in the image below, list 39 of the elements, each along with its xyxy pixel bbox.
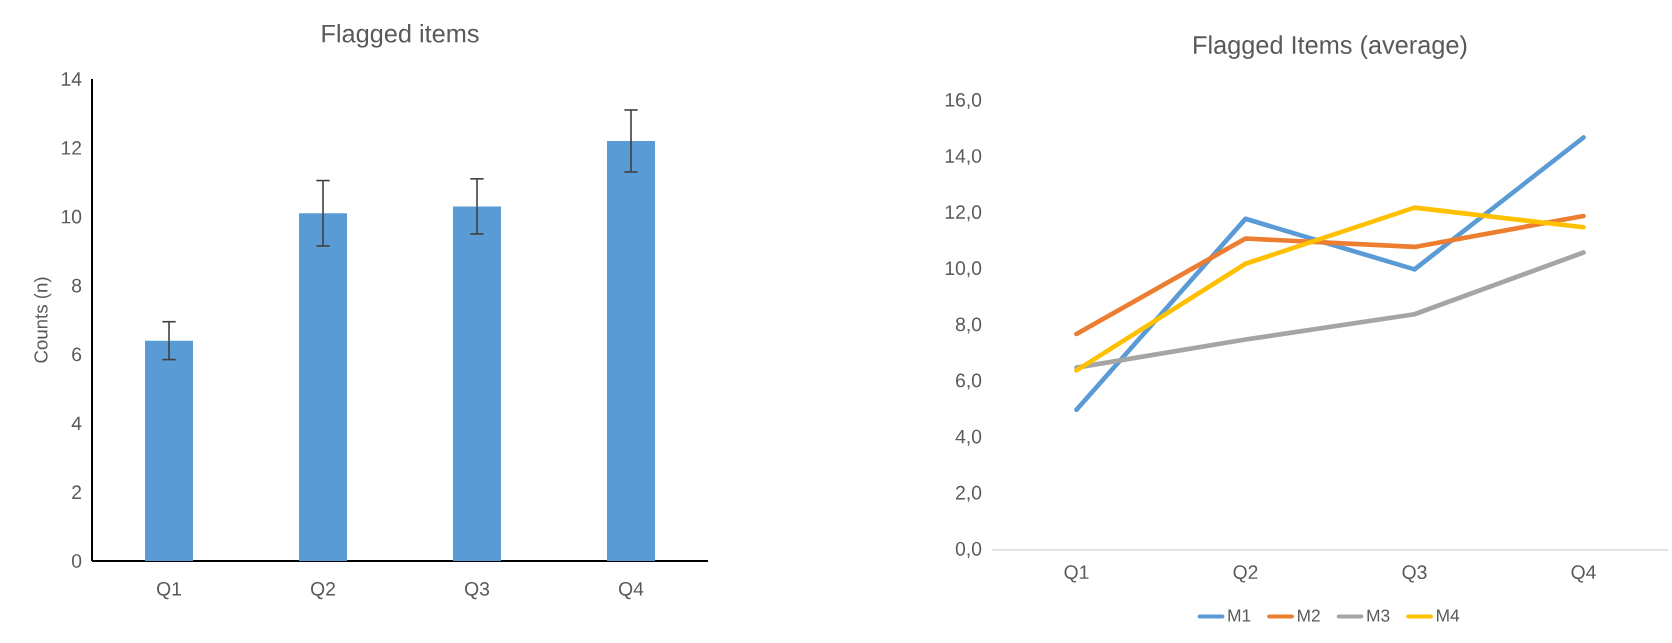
y-tick-label: 0,0 [955, 541, 982, 558]
x-tick-label: Q4 [619, 582, 644, 600]
x-tick-label: Q2 [1233, 565, 1258, 583]
x-tick-label: Q3 [465, 582, 490, 600]
bar [299, 213, 348, 561]
y-tick-label: 10,0 [945, 261, 982, 278]
line-series [1074, 205, 1586, 373]
x-tick-label: Q2 [311, 582, 335, 600]
y-tick-label: 12,0 [945, 205, 982, 222]
line-series [1074, 250, 1586, 370]
y-tick-label: 2 [72, 485, 82, 499]
y-tick-label: 14 [61, 72, 82, 86]
y-tick-label: 4,0 [955, 429, 982, 446]
line-series [1074, 213, 1586, 337]
legend-label: M4 [1437, 609, 1460, 622]
legend-label: M3 [1367, 609, 1390, 622]
chart-title: Flagged Items (average) [1194, 35, 1467, 59]
y-tick-label: 2,0 [956, 485, 982, 502]
x-tick-label: Q1 [1064, 565, 1089, 583]
y-tick-label: 12 [61, 141, 81, 155]
y-tick-label: 6 [72, 347, 82, 362]
y-tick-label: 0 [71, 554, 82, 568]
x-tick-label: Q4 [1571, 565, 1596, 583]
y-tick-label: 8 [72, 278, 82, 293]
legend-label: M1 [1228, 609, 1251, 622]
bar [145, 340, 194, 561]
bar [607, 140, 656, 561]
x-tick-label: Q1 [157, 582, 181, 600]
y-axis-title: Counts (n) [33, 277, 52, 363]
legend-label: M2 [1298, 609, 1320, 622]
y-tick-label: 14,0 [945, 149, 982, 166]
chart-title: Flagged items [322, 24, 479, 48]
y-tick-label: 6,0 [956, 373, 982, 390]
y-tick-label: 8,0 [955, 317, 982, 334]
bar [453, 206, 502, 561]
y-tick-label: 4 [71, 416, 82, 430]
y-tick-label: 10 [61, 209, 82, 224]
x-tick-label: Q3 [1402, 565, 1427, 583]
y-tick-label: 16,0 [945, 93, 982, 109]
